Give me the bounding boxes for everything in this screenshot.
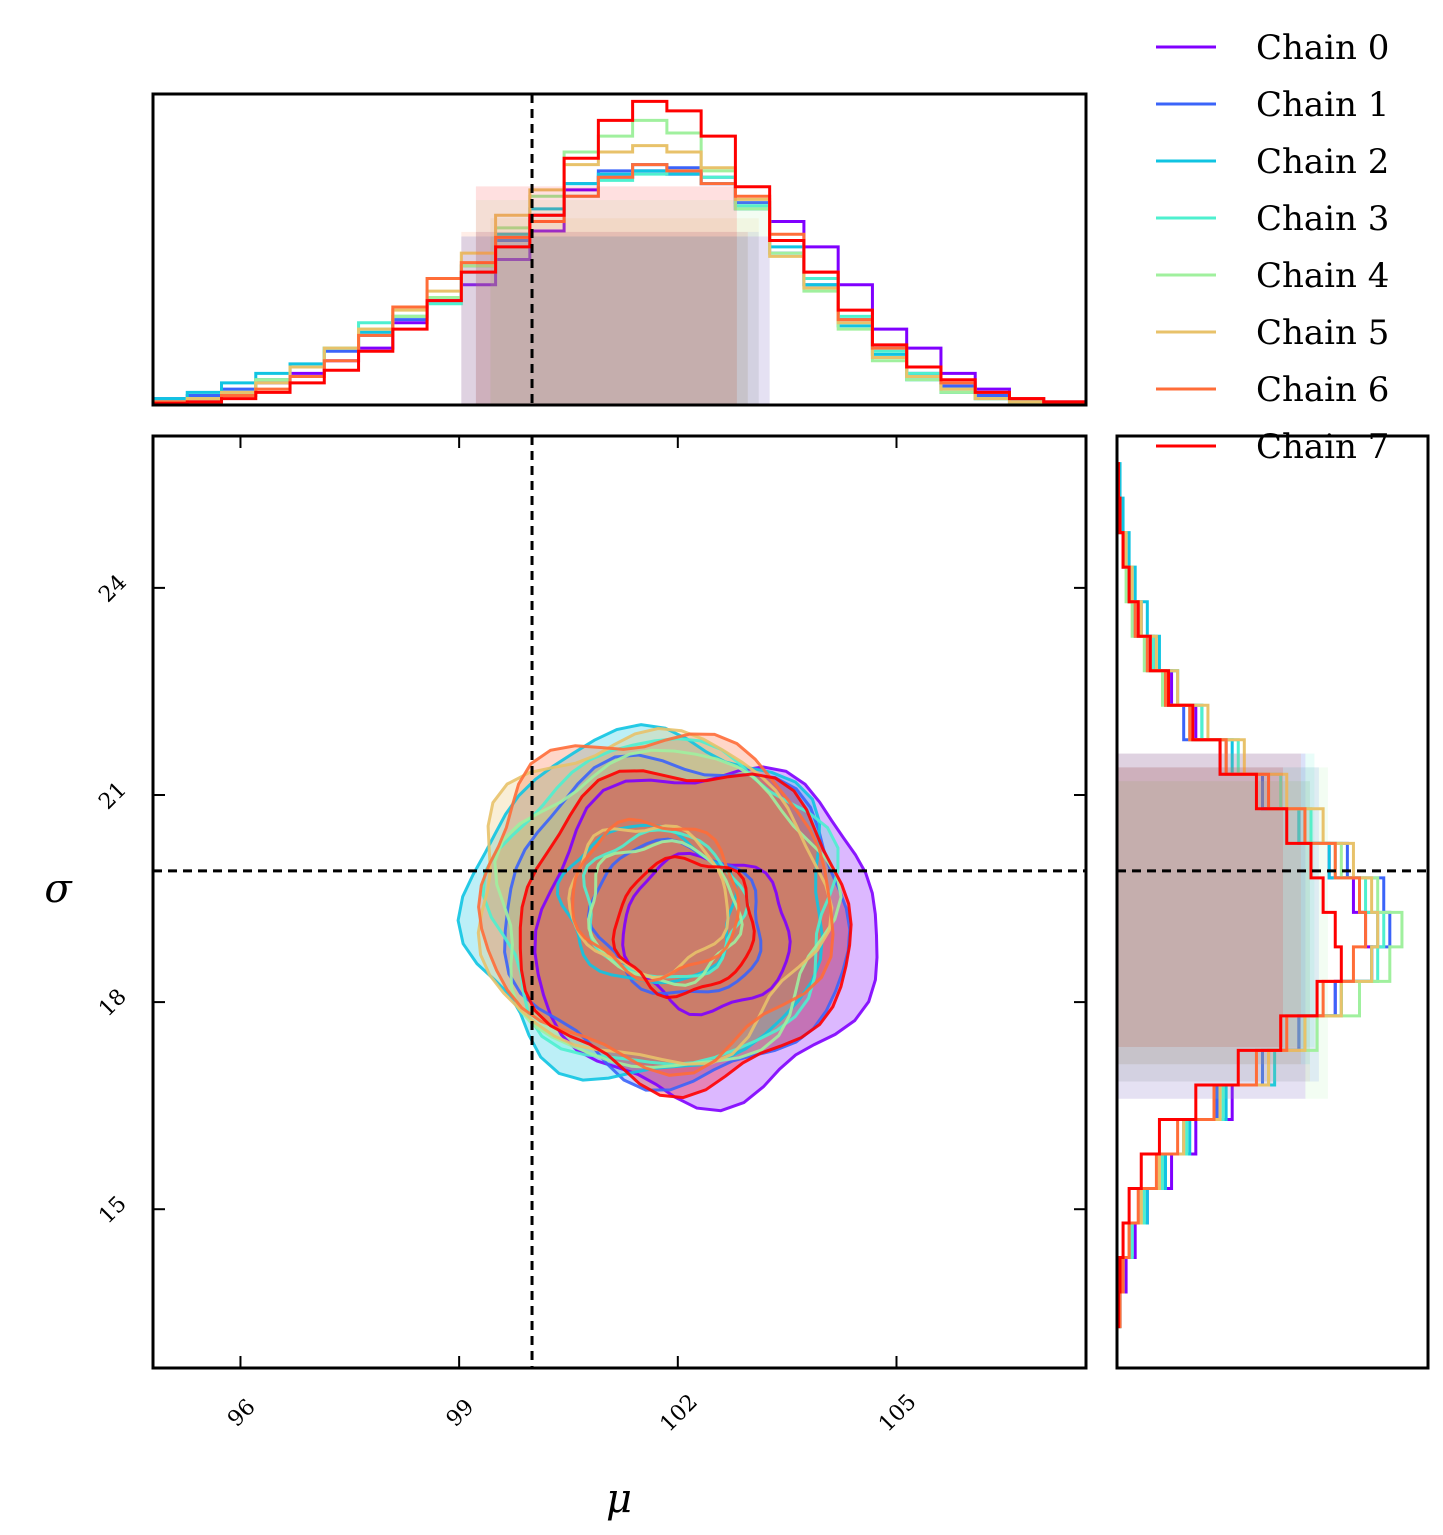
mu-credible-region-3 — [461, 236, 737, 405]
sigma-marginal-histogram — [1117, 462, 1404, 1329]
contour-fill-4 — [494, 750, 842, 1068]
contour-fill-5 — [478, 728, 832, 1065]
sigma-marginal-frame — [1115, 434, 1430, 1370]
mu-hist-series-5 — [153, 144, 1086, 405]
legend-label-3: Chain 3 — [1256, 199, 1389, 239]
y-tick-label: 15 — [94, 1192, 131, 1229]
sigma-credible-region-4 — [1117, 767, 1328, 1099]
contour-fill-2 — [458, 724, 823, 1081]
y-tick-label: 21 — [94, 777, 131, 814]
contour-line-0-0 — [533, 765, 879, 1113]
legend: Chain 0 Chain 1 Chain 2 Chain 3 Chain 4 Chain… — [1156, 28, 1389, 467]
x-tick-label: 96 — [223, 1395, 260, 1432]
y-tick-label: 24 — [94, 570, 131, 607]
mu-credible-region-4 — [475, 200, 770, 405]
contour-line-0-1 — [621, 851, 792, 1017]
mu-marginal-histogram — [153, 99, 1086, 405]
truth-lines — [153, 94, 1428, 1368]
contour-fill-7 — [520, 770, 852, 1098]
y-axis-label: σ — [44, 866, 73, 912]
contour-line-6-0 — [477, 732, 835, 1077]
sigma-hist-series-7 — [1117, 462, 1343, 1329]
mu-marginal-frame — [151, 92, 1088, 407]
x-tick-label: 99 — [442, 1395, 479, 1432]
x-axis-label: μ — [606, 1476, 632, 1522]
mu-credible-region-1 — [475, 231, 759, 405]
x-tick-label: 105 — [874, 1390, 921, 1437]
contour-line-7-1 — [611, 855, 756, 1000]
legend-label-5: Chain 5 — [1256, 313, 1389, 353]
mu-sigma-contour-panel — [456, 723, 879, 1113]
legend-label-0: Chain 0 — [1256, 28, 1389, 68]
legend-label-7: Chain 7 — [1256, 427, 1389, 467]
contour-line-4-0 — [493, 748, 843, 1069]
mu-credible-region-5 — [490, 218, 759, 405]
contour-fill-3 — [483, 738, 838, 1065]
legend-label-4: Chain 4 — [1256, 256, 1389, 296]
x-tick-label: 102 — [656, 1390, 703, 1437]
mu-credible-region-7 — [475, 186, 737, 405]
contour-line-7-0 — [518, 769, 853, 1100]
y-tick-label: 18 — [94, 984, 131, 1021]
sigma-credible-region-2 — [1117, 781, 1310, 1065]
mu-credible-region-0 — [461, 236, 770, 405]
sigma-credible-region-7 — [1117, 767, 1283, 1047]
legend-label-6: Chain 6 — [1256, 370, 1389, 410]
legend-label-1: Chain 1 — [1256, 85, 1389, 125]
sigma-credible-region-6 — [1117, 753, 1301, 1065]
mu-credible-region-6 — [461, 231, 748, 405]
joint-frame — [151, 434, 1088, 1370]
contour-line-5-0 — [476, 726, 834, 1066]
sigma-credible-region-0 — [1117, 753, 1306, 1099]
sigma-credible-region-1 — [1117, 767, 1319, 1082]
legend-label-2: Chain 2 — [1256, 142, 1389, 182]
mu-hist-series-7 — [153, 99, 1086, 405]
sigma-credible-region-5 — [1117, 781, 1310, 1082]
